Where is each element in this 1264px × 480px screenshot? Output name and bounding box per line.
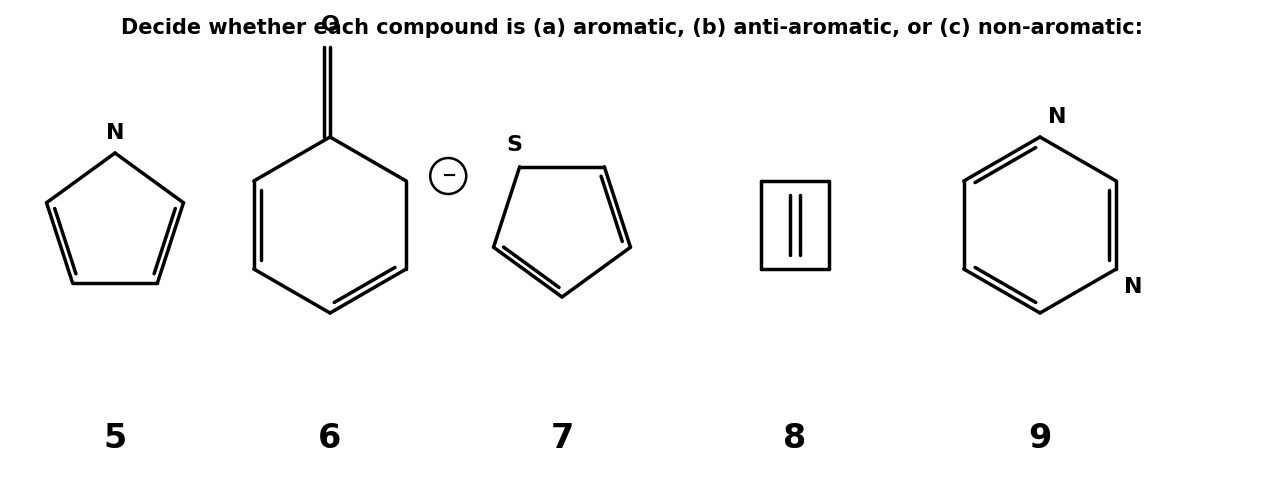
Text: N: N [106,123,124,143]
Text: 7: 7 [550,421,574,455]
Text: N: N [1124,277,1143,297]
Text: Decide whether each compound is (a) aromatic, (b) anti-aromatic, or (c) non-arom: Decide whether each compound is (a) arom… [121,18,1143,38]
Text: 6: 6 [319,421,341,455]
Text: S: S [507,135,523,155]
Text: N: N [1048,107,1067,127]
Text: −: − [441,167,456,185]
Text: 5: 5 [104,421,126,455]
Text: 9: 9 [1029,421,1052,455]
Text: 8: 8 [784,421,806,455]
Text: O: O [321,15,340,35]
